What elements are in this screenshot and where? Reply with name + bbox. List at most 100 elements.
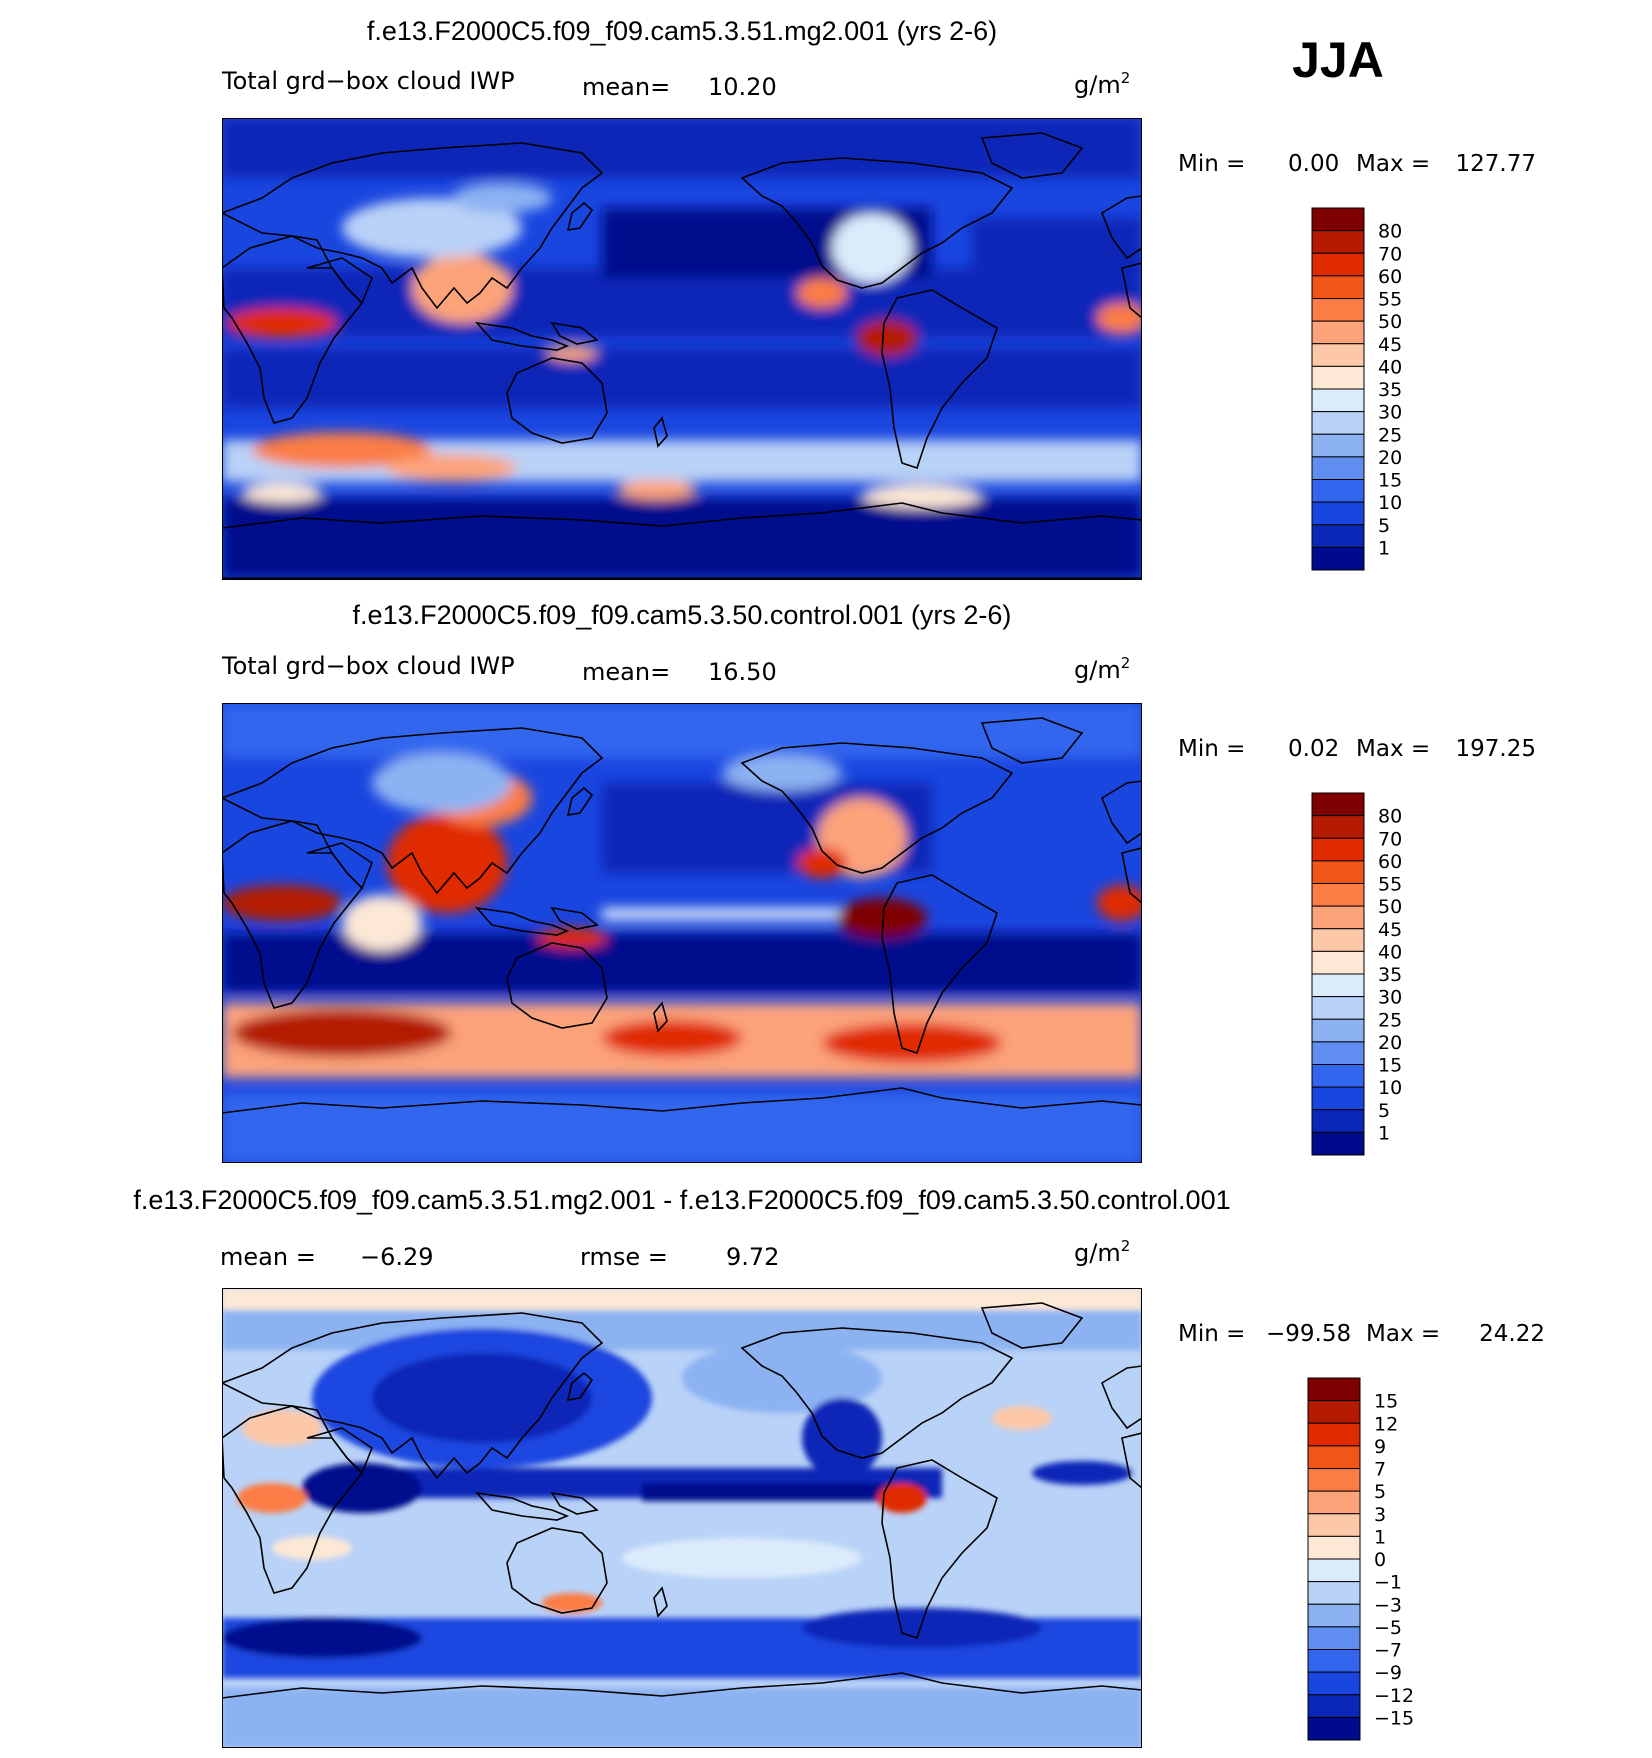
- colorbar-label: 5: [1378, 1100, 1390, 1122]
- colorbar-swatch: [1311, 433, 1365, 458]
- colorbar-label: 3: [1374, 1504, 1386, 1526]
- panel-2-mean-label: mean=: [582, 658, 670, 686]
- colorbar-label: 5: [1378, 515, 1390, 537]
- colorbar-label: −9: [1374, 1662, 1402, 1684]
- season-label: JJA: [1292, 32, 1384, 88]
- colorbar-label: −3: [1374, 1594, 1402, 1616]
- colorbar-swatch: [1307, 1649, 1361, 1673]
- panel-2-max-label: Max =: [1356, 736, 1430, 762]
- colorbar-swatch: [1311, 388, 1365, 413]
- colorbar-label: 50: [1378, 896, 1402, 918]
- panel-1-min-value: 0.00: [1288, 151, 1339, 177]
- colorbar-swatch: [1307, 1513, 1361, 1537]
- colorbar-label: −1: [1374, 1572, 1402, 1594]
- colorbar-label: 0: [1374, 1549, 1386, 1571]
- colorbar-swatch: [1311, 860, 1365, 884]
- colorbar-swatch: [1311, 928, 1365, 952]
- colorbar-swatch: [1311, 479, 1365, 503]
- colorbar-swatch: [1311, 950, 1365, 975]
- colorbar-swatch: [1307, 1694, 1361, 1718]
- panel-3-rmse-label: rmse =: [580, 1243, 668, 1271]
- colorbar-swatch: [1311, 320, 1365, 345]
- colorbar-label: 70: [1378, 828, 1402, 850]
- panel-2: f.e13.F2000C5.f09_f09.cam5.3.50.control.…: [221, 600, 1536, 1163]
- panel-3: f.e13.F2000C5.f09_f09.cam5.3.51.mg2.001 …: [133, 1185, 1545, 1748]
- colorbar-label: 15: [1378, 1055, 1402, 1077]
- colorbar-swatch: [1307, 1603, 1361, 1628]
- colorbar-swatch: [1311, 411, 1365, 435]
- colorbar-label: 1: [1378, 537, 1390, 559]
- panel-3-mean-label: mean =: [220, 1243, 316, 1271]
- colorbar-swatch: [1307, 1490, 1361, 1515]
- panel-1-max-label: Max =: [1356, 151, 1430, 177]
- panel-3-min-label: Min =: [1178, 1321, 1245, 1347]
- panel-2-min-label: Min =: [1178, 736, 1245, 762]
- colorbar-swatch: [1311, 298, 1365, 322]
- colorbar-swatch: [1307, 1671, 1361, 1696]
- panel-1-min-label: Min =: [1178, 151, 1245, 177]
- colorbar-label: 20: [1378, 1032, 1402, 1054]
- colorbar-label: 25: [1378, 1009, 1402, 1031]
- colorbar-label: 1: [1378, 1122, 1390, 1144]
- colorbar-swatch: [1307, 1558, 1361, 1583]
- colorbar-swatch: [1311, 996, 1365, 1020]
- colorbar-swatch: [1311, 837, 1365, 862]
- colorbar-swatch: [1311, 365, 1365, 390]
- colorbar-swatch: [1307, 1581, 1361, 1605]
- colorbar-swatch: [1311, 905, 1365, 930]
- colorbar-swatch: [1311, 275, 1365, 299]
- colorbar-swatch: [1311, 524, 1365, 548]
- colorbar-label: −7: [1374, 1640, 1402, 1662]
- colorbar-label: 30: [1378, 987, 1402, 1009]
- panel-1-map: [222, 118, 1142, 580]
- colorbar-swatch: [1311, 501, 1365, 526]
- panel-1-mean-value: 10.20: [708, 73, 777, 101]
- colorbar-label: 55: [1378, 874, 1402, 896]
- colorbar-swatch: [1311, 207, 1365, 232]
- panel-2-variable: Total grd−box cloud IWP: [221, 652, 515, 680]
- panel-2-map: [222, 703, 1142, 1163]
- colorbar-label: 40: [1378, 356, 1402, 378]
- panel-3-title: f.e13.F2000C5.f09_f09.cam5.3.51.mg2.001 …: [133, 1185, 1230, 1215]
- panel-3-max-value: 24.22: [1479, 1321, 1545, 1347]
- panel-3-map: [222, 1288, 1142, 1748]
- panel-3-max-label: Max =: [1366, 1321, 1440, 1347]
- colorbar-label: 55: [1378, 289, 1402, 311]
- colorbar-label: 7: [1374, 1459, 1386, 1481]
- colorbar-swatch: [1311, 456, 1365, 480]
- panel-2-units: g/m2: [1074, 654, 1130, 684]
- colorbar-label: 25: [1378, 424, 1402, 446]
- colorbar-swatch: [1307, 1535, 1361, 1560]
- colorbar-label: 10: [1378, 492, 1402, 514]
- panel-2-max-value: 197.25: [1456, 736, 1536, 762]
- colorbar-label: 35: [1378, 964, 1402, 986]
- colorbar-swatch: [1307, 1422, 1361, 1447]
- colorbar-label: 15: [1378, 470, 1402, 492]
- panel-3-mean-value: −6.29: [360, 1243, 434, 1271]
- colorbar-swatch: [1307, 1716, 1361, 1741]
- panel-1-max-value: 127.77: [1456, 151, 1536, 177]
- panel-1: f.e13.F2000C5.f09_f09.cam5.3.51.mg2.001 …: [221, 16, 1536, 580]
- colorbar-swatch: [1311, 546, 1365, 571]
- colorbar-swatch: [1311, 1086, 1365, 1111]
- colorbar-swatch: [1311, 883, 1365, 907]
- colorbar-label: −15: [1374, 1707, 1414, 1729]
- colorbar-label: 60: [1378, 851, 1402, 873]
- panel-1-title: f.e13.F2000C5.f09_f09.cam5.3.51.mg2.001 …: [367, 16, 997, 46]
- colorbar-label: 15: [1374, 1391, 1398, 1413]
- colorbar-swatch: [1311, 815, 1365, 839]
- colorbar-swatch: [1311, 252, 1365, 277]
- colorbar-swatch: [1311, 1018, 1365, 1043]
- colorbar-swatch: [1311, 973, 1365, 998]
- panel-3-min-value: −99.58: [1266, 1321, 1351, 1347]
- colorbar-swatch: [1307, 1400, 1361, 1424]
- colorbar-label: 1: [1374, 1526, 1386, 1548]
- colorbar-label: 20: [1378, 447, 1402, 469]
- colorbar-swatch: [1311, 230, 1365, 254]
- colorbar-label: 50: [1378, 311, 1402, 333]
- colorbar-swatch: [1307, 1626, 1361, 1650]
